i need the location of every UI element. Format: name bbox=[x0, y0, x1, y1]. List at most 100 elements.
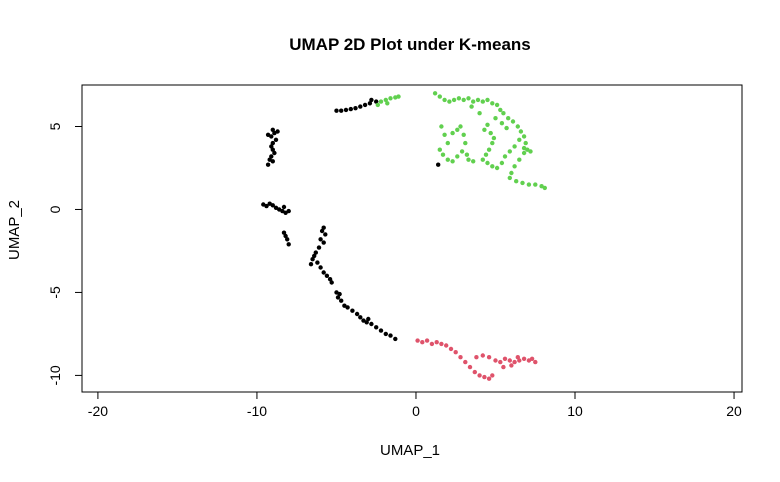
data-point bbox=[321, 270, 326, 275]
data-point bbox=[315, 260, 320, 265]
data-point bbox=[383, 331, 388, 337]
data-point bbox=[498, 107, 503, 113]
data-point bbox=[504, 125, 509, 131]
data-point bbox=[281, 204, 287, 210]
data-point bbox=[335, 295, 341, 300]
data-point bbox=[517, 137, 522, 142]
data-point bbox=[518, 129, 524, 134]
data-point bbox=[456, 96, 462, 101]
data-point bbox=[269, 144, 274, 149]
data-point bbox=[424, 338, 430, 343]
x-tick-label: -20 bbox=[88, 403, 108, 419]
data-point bbox=[509, 170, 514, 176]
data-point bbox=[471, 99, 476, 104]
data-point bbox=[482, 127, 487, 132]
data-point bbox=[491, 135, 497, 141]
data-point bbox=[512, 164, 517, 169]
data-point bbox=[490, 140, 495, 146]
data-point bbox=[450, 130, 455, 136]
data-point bbox=[506, 116, 511, 121]
data-point bbox=[463, 359, 468, 365]
data-point bbox=[490, 373, 495, 378]
data-point bbox=[475, 97, 481, 103]
data-point bbox=[343, 107, 349, 113]
data-point bbox=[455, 154, 460, 159]
data-point bbox=[502, 356, 508, 361]
data-point bbox=[429, 341, 435, 347]
data-point bbox=[467, 364, 473, 370]
data-point bbox=[270, 159, 275, 164]
data-point bbox=[498, 359, 503, 365]
data-point bbox=[458, 124, 463, 129]
data-point bbox=[321, 240, 326, 245]
data-point bbox=[458, 355, 463, 360]
data-point bbox=[362, 102, 368, 108]
data-point bbox=[526, 182, 532, 187]
data-point bbox=[393, 336, 398, 342]
data-point bbox=[533, 359, 538, 365]
data-point bbox=[358, 315, 363, 320]
data-point bbox=[350, 308, 355, 313]
data-point bbox=[367, 101, 373, 106]
data-point bbox=[529, 356, 535, 361]
data-point bbox=[488, 130, 493, 136]
data-point bbox=[265, 132, 271, 137]
data-point bbox=[378, 328, 384, 333]
data-point bbox=[515, 124, 520, 129]
data-point bbox=[310, 257, 315, 262]
data-point bbox=[442, 97, 447, 103]
data-point bbox=[499, 121, 505, 126]
data-point bbox=[474, 355, 479, 360]
data-point bbox=[542, 185, 547, 191]
data-point bbox=[486, 355, 492, 360]
data-point bbox=[521, 145, 527, 151]
data-point bbox=[440, 152, 446, 157]
data-point bbox=[436, 162, 441, 167]
data-point bbox=[345, 305, 350, 310]
data-point bbox=[507, 358, 512, 363]
data-point bbox=[459, 149, 465, 154]
data-point bbox=[286, 208, 291, 214]
data-point bbox=[348, 106, 353, 112]
data-point bbox=[388, 333, 393, 338]
data-point bbox=[369, 97, 374, 103]
data-point bbox=[521, 356, 527, 361]
data-point bbox=[451, 97, 457, 103]
data-point bbox=[464, 152, 470, 157]
data-point bbox=[455, 127, 460, 132]
data-point bbox=[432, 91, 438, 96]
data-point bbox=[521, 134, 527, 139]
data-point bbox=[517, 358, 522, 363]
data-point bbox=[486, 376, 492, 381]
data-point bbox=[283, 233, 288, 239]
data-point bbox=[339, 108, 344, 113]
data-point bbox=[514, 179, 519, 184]
y-axis: -10 -5 0 5 bbox=[47, 122, 83, 386]
data-points bbox=[261, 91, 547, 381]
data-point bbox=[323, 232, 328, 237]
data-point bbox=[490, 101, 495, 106]
data-point bbox=[477, 373, 482, 378]
data-point bbox=[364, 320, 369, 325]
data-point bbox=[480, 99, 485, 104]
data-point bbox=[466, 96, 471, 101]
data-point bbox=[480, 353, 485, 358]
data-point bbox=[285, 237, 290, 242]
data-point bbox=[313, 250, 318, 255]
data-point bbox=[520, 180, 525, 186]
x-tick-label: 10 bbox=[567, 403, 583, 419]
data-point bbox=[507, 149, 512, 154]
y-tick-label: 0 bbox=[47, 205, 63, 213]
data-point bbox=[265, 162, 271, 167]
data-point bbox=[383, 97, 388, 103]
data-point bbox=[442, 132, 447, 137]
data-point bbox=[485, 122, 490, 128]
data-point bbox=[482, 374, 487, 380]
data-point bbox=[366, 316, 371, 322]
data-point bbox=[324, 273, 330, 278]
data-point bbox=[461, 132, 466, 137]
data-point bbox=[463, 140, 468, 146]
data-point bbox=[450, 159, 455, 164]
data-point bbox=[477, 111, 482, 116]
